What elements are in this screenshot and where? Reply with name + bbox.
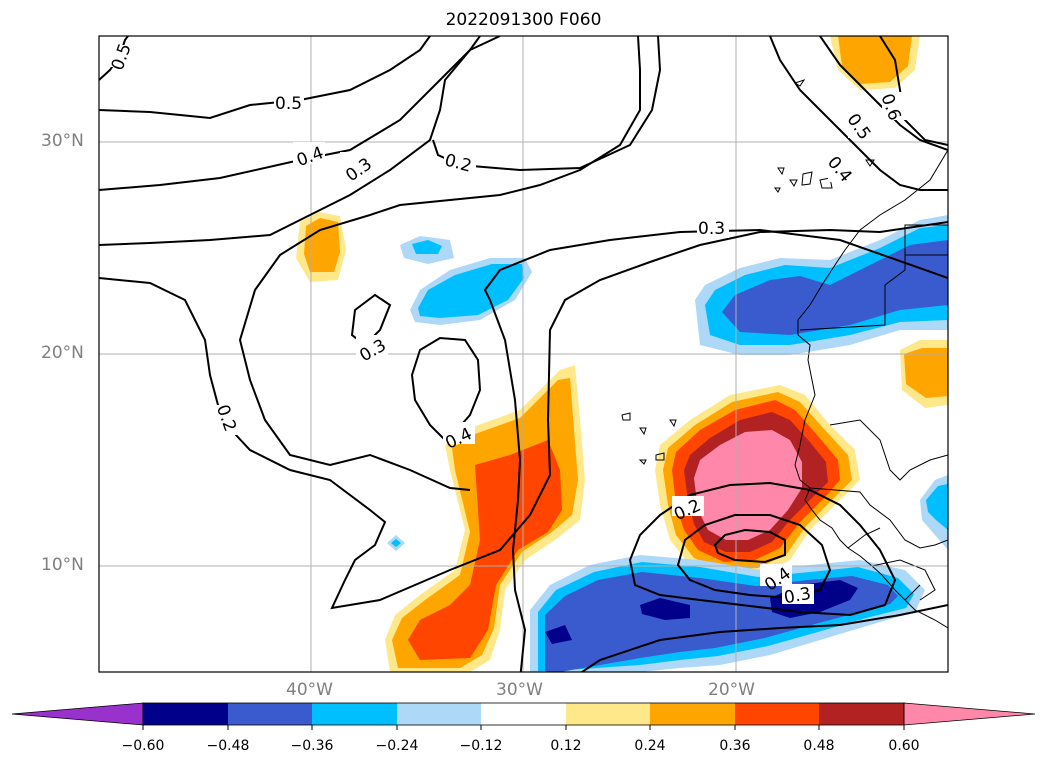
colorbar-tick-label: 0.24 bbox=[634, 738, 666, 754]
negative-anomaly-region bbox=[418, 264, 524, 318]
colorbar-segment bbox=[650, 703, 735, 725]
contour-line bbox=[676, 514, 832, 600]
border-line bbox=[871, 559, 936, 601]
colorbar-tick-label: 0.36 bbox=[719, 738, 751, 754]
island bbox=[639, 427, 647, 436]
colorbar-segment bbox=[566, 703, 650, 725]
contour-line bbox=[713, 528, 786, 564]
contour-line bbox=[410, 336, 482, 442]
negative-anomaly-region bbox=[412, 240, 442, 254]
island bbox=[638, 459, 647, 465]
border-line bbox=[904, 584, 921, 601]
colorbar-segment bbox=[481, 703, 566, 725]
contour-line bbox=[99, 36, 481, 191]
colorbar-tick-label: 0.60 bbox=[888, 738, 920, 754]
positive-anomaly-region bbox=[838, 36, 912, 84]
colorbar-extend-low bbox=[11, 702, 144, 726]
island bbox=[819, 177, 833, 189]
contour-line bbox=[769, 36, 948, 191]
colorbar-tick-label: −0.12 bbox=[459, 738, 503, 754]
island bbox=[801, 171, 813, 186]
colorbar-tick-label: −0.36 bbox=[290, 738, 334, 754]
africa-coastline bbox=[794, 149, 948, 629]
contour-line bbox=[580, 604, 948, 672]
contour-label: 0.5 bbox=[275, 94, 302, 114]
lon-label-40w: 40°W bbox=[286, 680, 333, 700]
border-line bbox=[799, 224, 948, 331]
contour-line bbox=[432, 36, 662, 172]
colorbar-tick-label: −0.60 bbox=[121, 738, 165, 754]
negative-anomaly-region bbox=[722, 240, 948, 335]
island bbox=[621, 412, 631, 421]
border-line bbox=[829, 419, 948, 481]
negative-anomaly-region bbox=[391, 539, 401, 547]
colorbar-segment bbox=[735, 703, 819, 725]
lon-label-30w: 30°W bbox=[496, 680, 543, 700]
lat-label-20n: 20°N bbox=[41, 343, 84, 363]
contour-line bbox=[628, 481, 897, 617]
negative-anomaly-region bbox=[926, 484, 948, 530]
colorbar-segment bbox=[397, 703, 481, 725]
map-title: 2022091300 F060 bbox=[445, 10, 602, 30]
negative-anomaly-region bbox=[545, 625, 572, 644]
colorbar-extend-high bbox=[903, 702, 1036, 726]
contour-label: 0.3 bbox=[782, 584, 812, 608]
colorbar-tick-label: 0.48 bbox=[803, 738, 835, 754]
island bbox=[789, 179, 798, 187]
colorbar-segment bbox=[312, 703, 397, 725]
contour-line bbox=[238, 36, 641, 491]
positive-anomaly-region bbox=[904, 348, 948, 398]
colorbar-tick-label: −0.24 bbox=[375, 738, 419, 754]
colorbar-tick-label: 0.12 bbox=[550, 738, 582, 754]
colorbar-tick-label: −0.48 bbox=[206, 738, 250, 754]
contour-line bbox=[99, 36, 431, 120]
positive-anomaly-region bbox=[304, 218, 340, 272]
contour-line bbox=[350, 293, 392, 347]
lat-label-10n: 10°N bbox=[41, 555, 84, 575]
contour-line bbox=[819, 36, 948, 151]
island bbox=[655, 452, 665, 461]
island bbox=[669, 419, 677, 428]
negative-anomaly-region bbox=[640, 598, 690, 620]
colorbar-segment bbox=[143, 703, 228, 725]
lat-label-30n: 30°N bbox=[41, 131, 84, 151]
colorbar-segment bbox=[228, 703, 312, 725]
border-line bbox=[847, 527, 881, 549]
colorbar bbox=[11, 702, 1036, 730]
map-frame bbox=[98, 35, 949, 673]
colorbar-segment bbox=[819, 703, 904, 725]
island bbox=[774, 187, 781, 193]
border-line bbox=[809, 487, 948, 549]
contour-line bbox=[99, 36, 501, 246]
contour-label: 0.3 bbox=[698, 219, 725, 239]
lon-label-20w: 20°W bbox=[708, 680, 755, 700]
island bbox=[777, 167, 785, 176]
